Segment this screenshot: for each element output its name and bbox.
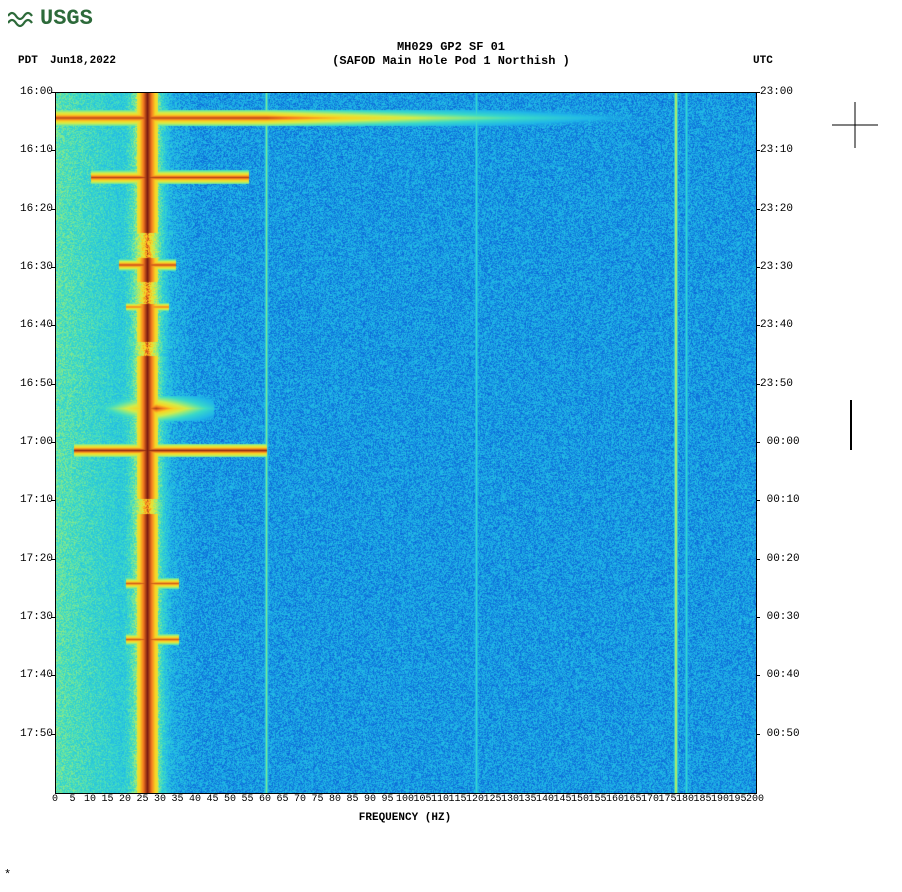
y-tick-left: 16:50	[20, 378, 53, 390]
x-tick: 55	[241, 794, 253, 805]
x-tick: 90	[364, 794, 376, 805]
y-tick-left: 16:20	[20, 203, 53, 215]
y-tick-left: 16:40	[20, 319, 53, 331]
station-id: MH029 GP2 SF 01	[0, 40, 902, 54]
x-tick: 175	[658, 794, 676, 805]
x-tick: 105	[413, 794, 431, 805]
y-tick-right: 23:20	[760, 203, 793, 215]
x-tick: 200	[746, 794, 764, 805]
x-tick: 70	[294, 794, 306, 805]
usgs-logo: USGS	[8, 6, 93, 31]
y-tick-right: 23:30	[760, 261, 793, 273]
x-axis-label: FREQUENCY (HZ)	[55, 812, 755, 824]
y-tick-left: 17:10	[20, 494, 53, 506]
y-tick-right: 23:50	[760, 378, 793, 390]
x-tick: 50	[224, 794, 236, 805]
x-tick: 145	[553, 794, 571, 805]
x-tick: 135	[518, 794, 536, 805]
x-tick: 65	[276, 794, 288, 805]
x-tick: 160	[606, 794, 624, 805]
y-tick-right: 23:10	[760, 144, 793, 156]
logo-text: USGS	[40, 6, 93, 31]
x-tick: 120	[466, 794, 484, 805]
x-tick: 165	[623, 794, 641, 805]
y-tick-right: 23:40	[760, 319, 793, 331]
footer-mark: *	[4, 868, 11, 882]
y-tick-left: 16:00	[20, 86, 53, 98]
spectrogram-plot	[55, 92, 757, 794]
x-tick: 15	[101, 794, 113, 805]
x-tick: 170	[641, 794, 659, 805]
y-tick-right: 23:00	[760, 86, 793, 98]
y-tick-right: 00:30	[760, 611, 800, 623]
x-tick: 190	[711, 794, 729, 805]
y-tick-left: 17:20	[20, 553, 53, 565]
x-tick: 125	[483, 794, 501, 805]
x-tick: 0	[52, 794, 58, 805]
x-tick: 30	[154, 794, 166, 805]
x-tick: 180	[676, 794, 694, 805]
y-tick-right: 00:40	[760, 669, 800, 681]
x-tick: 110	[431, 794, 449, 805]
x-tick: 20	[119, 794, 131, 805]
x-tick: 140	[536, 794, 554, 805]
x-tick: 85	[346, 794, 358, 805]
x-tick: 10	[84, 794, 96, 805]
compass-icon	[830, 100, 880, 150]
date-label: Jun18,2022	[50, 55, 116, 67]
x-tick: 95	[381, 794, 393, 805]
x-tick: 75	[311, 794, 323, 805]
x-tick: 130	[501, 794, 519, 805]
left-tz-label: PDT	[18, 55, 38, 67]
y-tick-left: 16:10	[20, 144, 53, 156]
x-tick: 195	[728, 794, 746, 805]
right-tz-label: UTC	[753, 55, 773, 67]
wave-icon	[8, 10, 36, 28]
x-tick: 60	[259, 794, 271, 805]
x-tick: 185	[693, 794, 711, 805]
x-tick: 40	[189, 794, 201, 805]
y-tick-right: 00:10	[760, 494, 800, 506]
x-tick: 80	[329, 794, 341, 805]
scale-bar	[850, 400, 852, 450]
y-tick-right: 00:00	[760, 436, 800, 448]
y-tick-left: 17:50	[20, 728, 53, 740]
y-tick-right: 00:50	[760, 728, 800, 740]
y-tick-left: 17:30	[20, 611, 53, 623]
spectrogram-canvas	[56, 93, 756, 793]
y-tick-right: 00:20	[760, 553, 800, 565]
y-tick-left: 17:00	[20, 436, 53, 448]
x-tick: 35	[171, 794, 183, 805]
x-tick: 155	[588, 794, 606, 805]
x-tick: 5	[69, 794, 75, 805]
x-tick: 25	[136, 794, 148, 805]
x-tick: 115	[448, 794, 466, 805]
x-tick: 100	[396, 794, 414, 805]
y-tick-left: 17:40	[20, 669, 53, 681]
x-tick: 150	[571, 794, 589, 805]
y-tick-left: 16:30	[20, 261, 53, 273]
x-tick: 45	[206, 794, 218, 805]
